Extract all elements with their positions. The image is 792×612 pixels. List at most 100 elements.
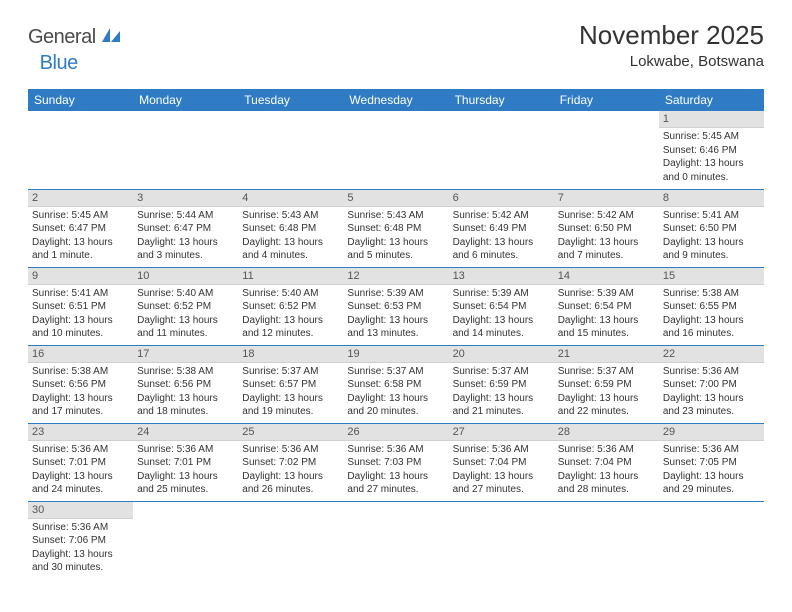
- daylight-text: Daylight: 13 hours and 26 minutes.: [242, 470, 339, 497]
- title-block: November 2025 Lokwabe, Botswana: [579, 20, 764, 70]
- day-content: Sunrise: 5:39 AMSunset: 6:54 PMDaylight:…: [449, 285, 554, 343]
- sunrise-text: Sunrise: 5:36 AM: [663, 365, 760, 379]
- daylight-text: Daylight: 13 hours and 22 minutes.: [558, 392, 655, 419]
- day-number: 11: [238, 268, 343, 285]
- daylight-text: Daylight: 13 hours and 19 minutes.: [242, 392, 339, 419]
- sunrise-text: Sunrise: 5:41 AM: [32, 287, 129, 301]
- sunrise-text: Sunrise: 5:45 AM: [32, 209, 129, 223]
- sunrise-text: Sunrise: 5:43 AM: [242, 209, 339, 223]
- sunset-text: Sunset: 7:04 PM: [453, 456, 550, 470]
- sunrise-text: Sunrise: 5:38 AM: [663, 287, 760, 301]
- calendar-day-cell: 1Sunrise: 5:45 AMSunset: 6:46 PMDaylight…: [659, 111, 764, 189]
- daylight-text: Daylight: 13 hours and 23 minutes.: [663, 392, 760, 419]
- calendar-week-row: 23Sunrise: 5:36 AMSunset: 7:01 PMDayligh…: [28, 423, 764, 501]
- sunrise-text: Sunrise: 5:42 AM: [453, 209, 550, 223]
- sunrise-text: Sunrise: 5:38 AM: [32, 365, 129, 379]
- daylight-text: Daylight: 13 hours and 20 minutes.: [347, 392, 444, 419]
- daylight-text: Daylight: 13 hours and 21 minutes.: [453, 392, 550, 419]
- day-content: Sunrise: 5:36 AMSunset: 7:02 PMDaylight:…: [238, 441, 343, 499]
- sunrise-text: Sunrise: 5:44 AM: [137, 209, 234, 223]
- sunrise-text: Sunrise: 5:42 AM: [558, 209, 655, 223]
- calendar-day-cell: [28, 111, 133, 189]
- day-content: Sunrise: 5:36 AMSunset: 7:05 PMDaylight:…: [659, 441, 764, 499]
- calendar-day-cell: 17Sunrise: 5:38 AMSunset: 6:56 PMDayligh…: [133, 345, 238, 423]
- day-number: 13: [449, 268, 554, 285]
- day-content: Sunrise: 5:37 AMSunset: 6:58 PMDaylight:…: [343, 363, 448, 421]
- calendar-week-row: 2Sunrise: 5:45 AMSunset: 6:47 PMDaylight…: [28, 189, 764, 267]
- sunset-text: Sunset: 6:53 PM: [347, 300, 444, 314]
- sunrise-text: Sunrise: 5:40 AM: [242, 287, 339, 301]
- sunset-text: Sunset: 7:06 PM: [32, 534, 129, 548]
- sunrise-text: Sunrise: 5:45 AM: [663, 130, 760, 144]
- sunset-text: Sunset: 6:50 PM: [558, 222, 655, 236]
- weekday-header: Tuesday: [238, 89, 343, 111]
- calendar-week-row: 30Sunrise: 5:36 AMSunset: 7:06 PMDayligh…: [28, 501, 764, 579]
- daylight-text: Daylight: 13 hours and 29 minutes.: [663, 470, 760, 497]
- sunrise-text: Sunrise: 5:36 AM: [663, 443, 760, 457]
- sunset-text: Sunset: 7:01 PM: [32, 456, 129, 470]
- calendar-day-cell: 26Sunrise: 5:36 AMSunset: 7:03 PMDayligh…: [343, 423, 448, 501]
- weekday-header: Friday: [554, 89, 659, 111]
- calendar-day-cell: 7Sunrise: 5:42 AMSunset: 6:50 PMDaylight…: [554, 189, 659, 267]
- calendar-day-cell: 8Sunrise: 5:41 AMSunset: 6:50 PMDaylight…: [659, 189, 764, 267]
- sunrise-text: Sunrise: 5:39 AM: [558, 287, 655, 301]
- day-content: Sunrise: 5:36 AMSunset: 7:04 PMDaylight:…: [554, 441, 659, 499]
- sunset-text: Sunset: 6:56 PM: [137, 378, 234, 392]
- day-content: Sunrise: 5:45 AMSunset: 6:47 PMDaylight:…: [28, 207, 133, 265]
- day-number: 12: [343, 268, 448, 285]
- day-content: Sunrise: 5:37 AMSunset: 6:57 PMDaylight:…: [238, 363, 343, 421]
- calendar-day-cell: 19Sunrise: 5:37 AMSunset: 6:58 PMDayligh…: [343, 345, 448, 423]
- calendar-day-cell: 21Sunrise: 5:37 AMSunset: 6:59 PMDayligh…: [554, 345, 659, 423]
- day-number: 14: [554, 268, 659, 285]
- weekday-header: Monday: [133, 89, 238, 111]
- day-number: 28: [554, 424, 659, 441]
- calendar-day-cell: [343, 111, 448, 189]
- day-number: 9: [28, 268, 133, 285]
- sail-icon: [100, 26, 122, 49]
- day-content: Sunrise: 5:38 AMSunset: 6:55 PMDaylight:…: [659, 285, 764, 343]
- day-content: Sunrise: 5:39 AMSunset: 6:53 PMDaylight:…: [343, 285, 448, 343]
- day-number: 6: [449, 190, 554, 207]
- daylight-text: Daylight: 13 hours and 13 minutes.: [347, 314, 444, 341]
- calendar-day-cell: 22Sunrise: 5:36 AMSunset: 7:00 PMDayligh…: [659, 345, 764, 423]
- calendar-day-cell: 5Sunrise: 5:43 AMSunset: 6:48 PMDaylight…: [343, 189, 448, 267]
- day-content: Sunrise: 5:36 AMSunset: 7:03 PMDaylight:…: [343, 441, 448, 499]
- day-content: Sunrise: 5:37 AMSunset: 6:59 PMDaylight:…: [554, 363, 659, 421]
- day-content: Sunrise: 5:38 AMSunset: 6:56 PMDaylight:…: [133, 363, 238, 421]
- calendar-day-cell: 23Sunrise: 5:36 AMSunset: 7:01 PMDayligh…: [28, 423, 133, 501]
- calendar-day-cell: 30Sunrise: 5:36 AMSunset: 7:06 PMDayligh…: [28, 501, 133, 579]
- sunset-text: Sunset: 7:02 PM: [242, 456, 339, 470]
- sunset-text: Sunset: 6:56 PM: [32, 378, 129, 392]
- page-root: General November 2025 Lokwabe, Botswana …: [0, 0, 792, 599]
- daylight-text: Daylight: 13 hours and 27 minutes.: [453, 470, 550, 497]
- calendar-day-cell: [133, 501, 238, 579]
- calendar-week-row: 9Sunrise: 5:41 AMSunset: 6:51 PMDaylight…: [28, 267, 764, 345]
- sunrise-text: Sunrise: 5:36 AM: [453, 443, 550, 457]
- brand-text-general: General: [28, 26, 96, 49]
- sunset-text: Sunset: 6:57 PM: [242, 378, 339, 392]
- calendar-table: SundayMondayTuesdayWednesdayThursdayFrid…: [28, 89, 764, 579]
- daylight-text: Daylight: 13 hours and 9 minutes.: [663, 236, 760, 263]
- sunset-text: Sunset: 6:52 PM: [137, 300, 234, 314]
- daylight-text: Daylight: 13 hours and 17 minutes.: [32, 392, 129, 419]
- calendar-day-cell: 29Sunrise: 5:36 AMSunset: 7:05 PMDayligh…: [659, 423, 764, 501]
- sunset-text: Sunset: 6:52 PM: [242, 300, 339, 314]
- daylight-text: Daylight: 13 hours and 0 minutes.: [663, 157, 760, 184]
- sunrise-text: Sunrise: 5:38 AM: [137, 365, 234, 379]
- day-content: Sunrise: 5:41 AMSunset: 6:50 PMDaylight:…: [659, 207, 764, 265]
- location-label: Lokwabe, Botswana: [579, 53, 764, 70]
- day-number: 29: [659, 424, 764, 441]
- daylight-text: Daylight: 13 hours and 24 minutes.: [32, 470, 129, 497]
- calendar-day-cell: [449, 501, 554, 579]
- sunset-text: Sunset: 6:55 PM: [663, 300, 760, 314]
- sunset-text: Sunset: 7:04 PM: [558, 456, 655, 470]
- day-number: 3: [133, 190, 238, 207]
- daylight-text: Daylight: 13 hours and 3 minutes.: [137, 236, 234, 263]
- day-content: Sunrise: 5:38 AMSunset: 6:56 PMDaylight:…: [28, 363, 133, 421]
- sunrise-text: Sunrise: 5:41 AM: [663, 209, 760, 223]
- daylight-text: Daylight: 13 hours and 6 minutes.: [453, 236, 550, 263]
- weekday-header: Wednesday: [343, 89, 448, 111]
- day-content: Sunrise: 5:39 AMSunset: 6:54 PMDaylight:…: [554, 285, 659, 343]
- calendar-day-cell: [449, 111, 554, 189]
- weekday-header: Sunday: [28, 89, 133, 111]
